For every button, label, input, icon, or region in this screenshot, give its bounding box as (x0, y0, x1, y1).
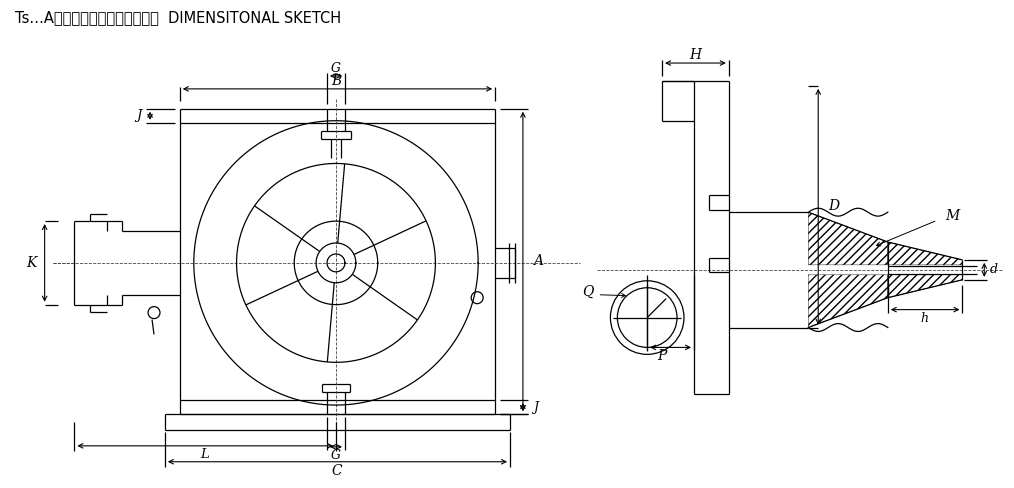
Text: C: C (332, 464, 343, 478)
Text: P: P (657, 349, 667, 364)
Text: G: G (331, 449, 341, 462)
Text: G: G (331, 61, 341, 75)
Text: J: J (532, 401, 537, 413)
Text: J: J (137, 109, 142, 122)
Text: Q: Q (582, 285, 593, 299)
Text: Ts…A系列回转工作台安装尺寸图  DIMENSITONAL SKETCH: Ts…A系列回转工作台安装尺寸图 DIMENSITONAL SKETCH (15, 10, 341, 25)
Text: L: L (201, 448, 209, 461)
Text: K: K (26, 256, 37, 270)
Text: D: D (828, 199, 840, 213)
Text: H: H (689, 48, 701, 62)
Text: h: h (921, 312, 929, 325)
Text: M: M (945, 209, 959, 223)
Text: A: A (532, 254, 542, 268)
Text: d: d (991, 264, 998, 276)
Text: B: B (331, 74, 341, 88)
